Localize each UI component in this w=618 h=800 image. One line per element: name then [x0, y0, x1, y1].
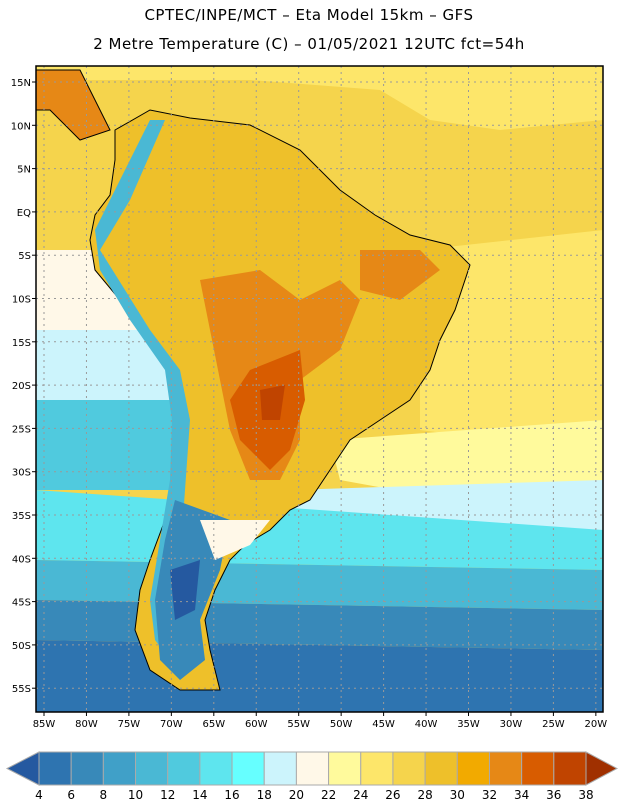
- colorbar-label: 18: [257, 788, 272, 800]
- colorbar-label: 12: [160, 788, 175, 800]
- lon-label: 25W: [542, 719, 565, 730]
- title-line-2: 2 Metre Temperature (C) – 01/05/2021 12U…: [93, 35, 525, 53]
- band-4: [36, 640, 603, 712]
- central-america-land: [36, 69, 111, 141]
- colorbar: 4 6 8 10 12 14 16 18 20 22 24 26 28 30 32 34 36 38: [5, 751, 618, 800]
- colorbar-label: 34: [514, 788, 529, 800]
- lon-label: 85W: [33, 719, 56, 730]
- title-line-1: CPTEC/INPE/MCT – Eta Model 15km – GFS: [144, 6, 474, 24]
- colorbar-swatch: [392, 751, 426, 786]
- colorbar-label: 6: [67, 788, 75, 800]
- colorbar-label: 20: [289, 788, 304, 800]
- colorbar-label: 38: [578, 788, 593, 800]
- colorbar-under-arrow: [5, 751, 40, 786]
- pampas-mild: [200, 520, 270, 560]
- colorbar-label: 26: [385, 788, 400, 800]
- colorbar-swatch: [521, 751, 555, 786]
- temperature-field: [36, 66, 603, 712]
- colorbar-label: 16: [224, 788, 239, 800]
- hottest-region: [260, 385, 285, 420]
- pacific-colder: [36, 400, 180, 490]
- colorbar-label: 14: [192, 788, 207, 800]
- lat-label: 30S: [12, 468, 31, 479]
- lon-label: 80W: [75, 719, 98, 730]
- colorbar-swatch: [102, 751, 137, 786]
- axes: 15N 10N 5N EQ 5S 10S 15S 20S 25S 30S 35S 40S 45S 50S 5…: [11, 78, 607, 730]
- map-frame: [35, 65, 604, 713]
- lat-label: 40S: [12, 554, 31, 565]
- colorbar-over-arrow: [585, 751, 618, 786]
- colorbar-label: 36: [546, 788, 561, 800]
- colorbar-swatch: [167, 751, 201, 786]
- northeast-hot: [360, 250, 440, 300]
- lon-label: 20W: [585, 719, 608, 730]
- lat-label: 5N: [17, 165, 31, 176]
- lat-label: 10S: [12, 295, 31, 306]
- colorbar-label: 10: [128, 788, 143, 800]
- lat-label: 50S: [12, 641, 31, 652]
- colorbar-swatch: [38, 751, 72, 786]
- lat-label: 25S: [12, 424, 31, 435]
- lon-label: 35W: [457, 719, 480, 730]
- colorbar-label: 24: [353, 788, 368, 800]
- colorbar-label: 32: [482, 788, 497, 800]
- lon-label: 60W: [245, 719, 268, 730]
- colorbar-label: 8: [100, 788, 108, 800]
- lon-label: 40W: [415, 719, 438, 730]
- lat-label: 55S: [12, 684, 31, 695]
- colorbar-swatch: [328, 751, 362, 786]
- colorbar-swatch: [295, 751, 330, 786]
- colorbar-swatch: [553, 751, 587, 786]
- lat-label: 15N: [11, 78, 31, 89]
- colorbar-swatch: [456, 751, 490, 786]
- lon-label: 30W: [500, 719, 523, 730]
- andes-cold: [95, 120, 190, 660]
- patagonia-coldest: [170, 560, 200, 620]
- colorbar-swatch: [360, 751, 394, 786]
- lat-label: 5S: [18, 251, 31, 262]
- gridlines: [36, 66, 603, 712]
- colorbar-label: 22: [321, 788, 336, 800]
- lon-label: 50W: [330, 719, 353, 730]
- lat-label: 20S: [12, 381, 31, 392]
- colorbar-swatch: [135, 751, 169, 786]
- pacific-cold: [36, 330, 180, 400]
- colorbar-swatch: [488, 751, 523, 786]
- colorbar-swatch: [424, 751, 458, 786]
- colorbar-label: 28: [417, 788, 432, 800]
- lat-label: 10N: [11, 121, 31, 132]
- lon-label: 75W: [118, 719, 141, 730]
- lat-label: 35S: [12, 511, 31, 522]
- colorbar-swatch: [70, 751, 104, 786]
- lon-label: 55W: [287, 719, 310, 730]
- colorbar-swatch: [263, 751, 297, 786]
- pacific-cool: [36, 250, 150, 330]
- lon-label: 45W: [372, 719, 395, 730]
- colorbar-label: 30: [450, 788, 465, 800]
- colorbar-label: 4: [35, 788, 43, 800]
- lat-label: EQ: [17, 208, 31, 219]
- atlantic-mild: [330, 420, 603, 500]
- atlantic-warm: [420, 230, 603, 440]
- lon-label: 70W: [160, 719, 183, 730]
- colorbar-swatch: [231, 751, 265, 786]
- lon-label: 65W: [202, 719, 225, 730]
- lat-label: 15S: [12, 338, 31, 349]
- caribbean-warm: [36, 66, 603, 130]
- colorbar-swatch: [199, 751, 233, 786]
- lat-label: 45S: [12, 598, 31, 609]
